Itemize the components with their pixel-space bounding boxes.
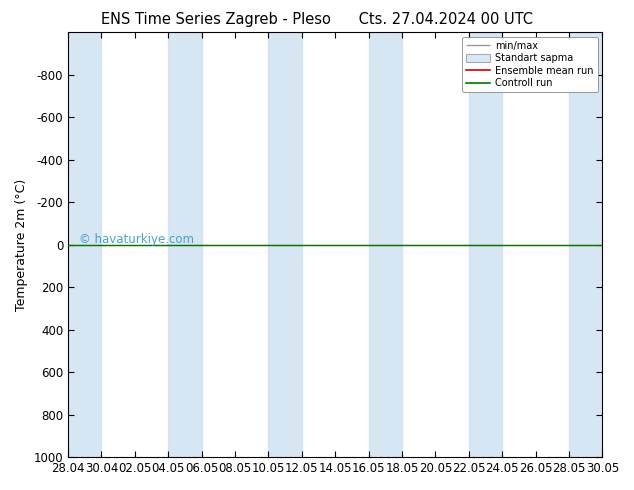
Bar <box>268 32 302 457</box>
Y-axis label: Temperature 2m (°C): Temperature 2m (°C) <box>15 178 28 311</box>
Text: ENS Time Series Zagreb - Pleso      Cts. 27.04.2024 00 UTC: ENS Time Series Zagreb - Pleso Cts. 27.0… <box>101 12 533 27</box>
Bar <box>569 32 602 457</box>
Bar <box>68 32 101 457</box>
Legend: min/max, Standart sapma, Ensemble mean run, Controll run: min/max, Standart sapma, Ensemble mean r… <box>462 37 597 92</box>
Bar <box>469 32 502 457</box>
Bar <box>368 32 402 457</box>
Text: © havaturkiye.com: © havaturkiye.com <box>79 233 194 245</box>
Bar <box>168 32 202 457</box>
